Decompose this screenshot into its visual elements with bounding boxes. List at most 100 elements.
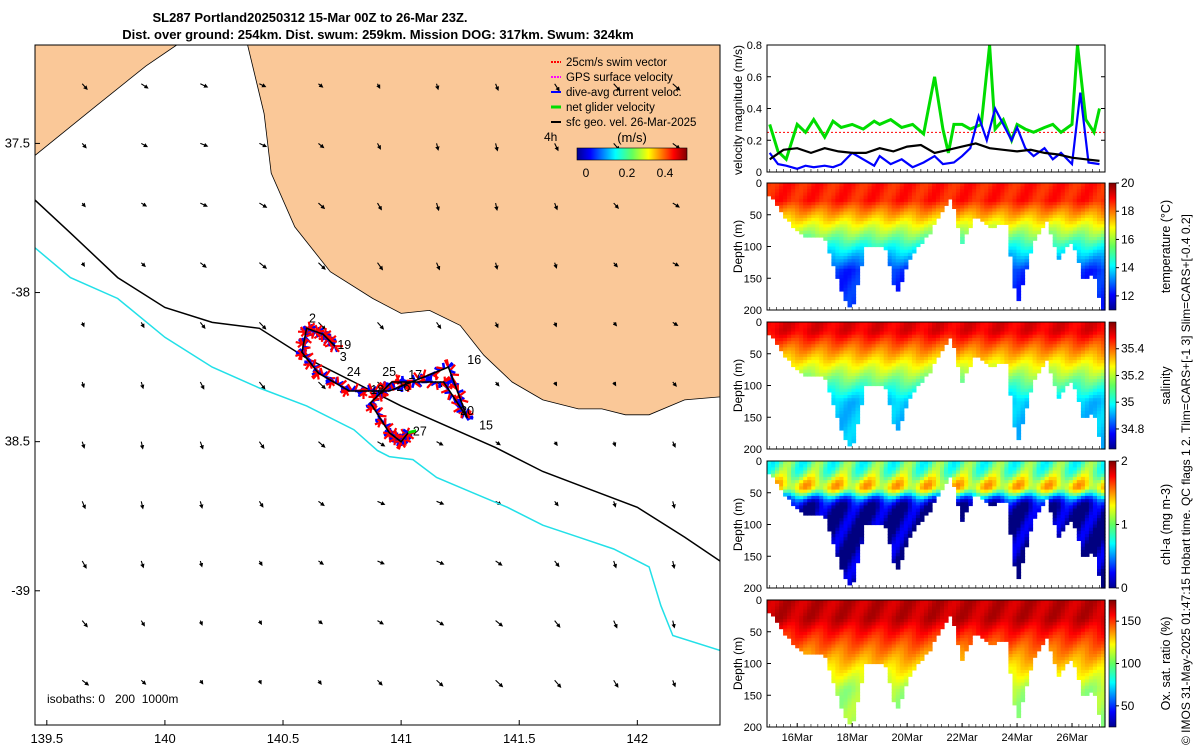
section-cell — [863, 372, 869, 377]
section-cell — [851, 341, 857, 345]
section-cell — [996, 214, 1001, 219]
section-cell — [895, 420, 901, 425]
section-cell — [823, 495, 828, 500]
section-cell — [1101, 208, 1106, 213]
section-cell — [847, 360, 853, 364]
section-cell — [855, 347, 861, 352]
section-cell — [863, 227, 869, 232]
section-cell — [1020, 420, 1026, 425]
section-cell — [851, 227, 857, 232]
section-cell — [851, 360, 857, 364]
section-cell — [767, 461, 772, 465]
section-cell — [992, 334, 997, 339]
section-cell — [867, 233, 873, 238]
section-cell — [1064, 353, 1070, 358]
section-cell — [1032, 186, 1038, 190]
section-cell — [795, 476, 800, 481]
section-cell — [915, 183, 921, 187]
section-cell — [1056, 205, 1062, 209]
section-cell — [911, 344, 917, 348]
section-cell — [1076, 398, 1082, 402]
section-cell — [839, 527, 844, 532]
section-cell — [895, 202, 901, 206]
map-frame — [34, 44, 721, 726]
section-cell — [787, 331, 792, 336]
section-cell — [859, 252, 865, 257]
section-cell — [1012, 410, 1018, 415]
section-cell — [903, 540, 909, 545]
section-cell — [839, 217, 844, 222]
section-cell — [1052, 189, 1058, 194]
section-cell — [875, 372, 881, 377]
section-cell — [1097, 281, 1102, 286]
section-cell — [1084, 414, 1090, 418]
section-cell — [895, 480, 901, 484]
section-cell — [891, 278, 897, 283]
section-cell — [807, 470, 812, 475]
day-label-17: 17 — [408, 368, 422, 382]
section-cell — [775, 467, 780, 472]
section-cell — [831, 353, 836, 358]
section-cell — [1032, 230, 1038, 235]
section-cell — [783, 331, 788, 336]
section-cell — [1097, 423, 1102, 428]
section-cell — [1016, 347, 1022, 352]
section-cell — [1008, 195, 1013, 200]
geostrophic-vector — [81, 620, 88, 628]
section-cell — [811, 227, 816, 232]
section-cell — [964, 369, 969, 374]
section-cell — [1064, 224, 1070, 229]
section-cell — [891, 217, 897, 222]
section-cell — [831, 486, 836, 491]
section-cell — [1084, 360, 1090, 364]
section-cell — [851, 275, 857, 279]
section-cell — [847, 524, 853, 529]
section-cell — [871, 208, 877, 213]
section-cell — [915, 202, 921, 206]
section-cell — [923, 322, 929, 326]
section-cell — [863, 202, 869, 206]
section-cell — [887, 217, 893, 222]
section-cell — [1072, 233, 1078, 238]
section-cell — [863, 322, 869, 326]
section-cell — [799, 186, 804, 190]
section-cell — [883, 341, 889, 345]
section-cell — [1097, 262, 1102, 267]
section-cell — [1016, 426, 1022, 431]
section-cell — [811, 473, 816, 478]
section-cell — [903, 518, 909, 522]
section-cell — [1012, 420, 1018, 425]
section-cell — [932, 356, 937, 361]
section-cell — [968, 347, 973, 352]
section-cell — [1020, 404, 1026, 409]
section-cell — [899, 341, 905, 345]
section-cell — [875, 366, 881, 371]
section-cell — [1020, 256, 1026, 260]
section-cell — [827, 492, 832, 497]
geostrophic-vector — [80, 262, 86, 267]
section-cell — [867, 240, 873, 244]
section-cell — [843, 347, 849, 352]
section-cell — [843, 214, 849, 219]
section-cell — [823, 461, 828, 465]
section-cell — [1036, 363, 1042, 368]
section-cell — [919, 237, 925, 241]
section-cell — [863, 233, 869, 238]
geostrophic-vector — [318, 381, 326, 390]
section-cell — [859, 256, 865, 260]
section-cell — [940, 322, 945, 326]
section-cell — [843, 410, 849, 415]
section-cell — [1008, 363, 1013, 368]
section-cell — [1084, 325, 1090, 329]
section-cell — [851, 240, 857, 244]
section-cell — [895, 271, 901, 276]
section-cell — [1020, 379, 1026, 383]
section-cell — [1012, 404, 1018, 409]
legend-entry-swim: 25cm/s swim vector — [566, 57, 667, 69]
section-cell — [988, 325, 993, 329]
section-cell — [903, 483, 909, 487]
section-cell — [807, 195, 812, 200]
section-cell — [871, 360, 877, 364]
section-cell — [996, 183, 1001, 187]
